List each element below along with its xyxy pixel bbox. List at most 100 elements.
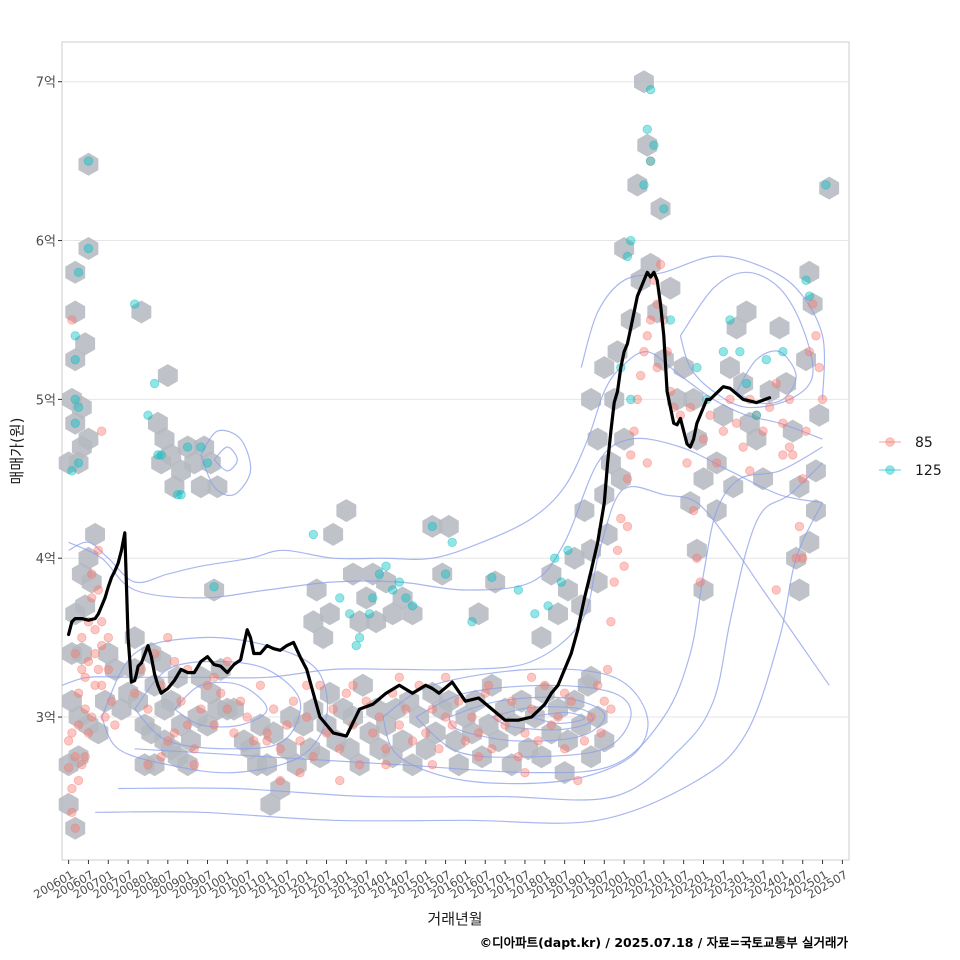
point-85 [467, 712, 477, 722]
hexbin-cell [197, 713, 218, 737]
hexbin-cell [78, 152, 99, 176]
point-85 [480, 688, 490, 698]
point-85 [507, 696, 517, 706]
point-85 [235, 696, 246, 706]
point-125 [642, 124, 652, 135]
point-125 [741, 378, 752, 389]
point-85 [642, 331, 652, 341]
point-125 [550, 553, 560, 563]
point-85 [639, 347, 649, 357]
point-85 [93, 585, 104, 595]
hexbin-cell [610, 467, 631, 491]
point-85 [249, 736, 259, 746]
hexbin-cell [382, 745, 403, 769]
point-85 [460, 736, 471, 746]
point-85 [807, 299, 818, 309]
hexbin-cell [819, 176, 840, 200]
point-85 [520, 728, 530, 738]
point-85 [209, 672, 219, 683]
point-85 [90, 680, 100, 690]
point-85 [652, 362, 662, 373]
point-85 [80, 752, 90, 762]
y-tick-label: 4억 [36, 552, 56, 567]
hexbin-cell [399, 689, 420, 713]
hexbin-cell [564, 546, 585, 570]
point-85 [77, 664, 87, 675]
hexbin-cell [392, 729, 413, 753]
point-125 [543, 601, 553, 611]
point-85 [73, 720, 84, 730]
point-85 [73, 688, 84, 698]
point-125 [308, 529, 319, 540]
hexbin-cell [75, 332, 96, 356]
hexbin-cell [438, 689, 459, 713]
point-85 [67, 807, 77, 818]
point-85 [222, 704, 233, 714]
hexbin-cell [184, 451, 205, 475]
point-85 [745, 466, 755, 476]
point-85 [87, 569, 97, 579]
point-85 [788, 450, 798, 460]
hexbin-cell [71, 395, 92, 419]
point-85 [209, 720, 219, 730]
point-85 [784, 394, 795, 405]
density-contour [382, 668, 649, 785]
hexbin-cell [488, 729, 509, 753]
hexbin-cell [802, 292, 823, 316]
point-85 [778, 450, 788, 460]
hexbin-cell [207, 475, 228, 499]
hexbin-cell [637, 133, 658, 157]
density-contour [61, 485, 830, 686]
point-85 [645, 156, 656, 166]
point-85 [262, 728, 272, 738]
point-85 [738, 442, 748, 452]
hexbin-cell [736, 300, 757, 324]
point-85 [295, 767, 305, 778]
hexbin-cell [683, 387, 704, 411]
point-125 [387, 585, 398, 595]
point-85 [87, 712, 97, 722]
point-125 [407, 601, 418, 611]
hexbin-cell [144, 753, 165, 777]
hexbin-cell [445, 729, 466, 753]
point-85 [335, 775, 345, 786]
point-85 [282, 720, 292, 730]
hexbin-cell [104, 657, 125, 681]
point-125 [751, 410, 762, 420]
point-85 [602, 664, 613, 675]
hexbin-cell [359, 721, 380, 745]
point-125 [381, 561, 391, 571]
point-85 [731, 418, 742, 428]
hexbin-cell [660, 276, 681, 300]
hexbin-cell [68, 745, 89, 769]
density-contour [580, 255, 826, 400]
point-85 [295, 736, 305, 746]
point-85 [301, 712, 312, 722]
point-85 [771, 378, 781, 389]
trend-line-layer [67, 270, 772, 738]
hexbin-cell [402, 602, 423, 626]
point-85 [751, 410, 762, 420]
hexbin-cell [171, 713, 191, 737]
hexbin-cell [392, 586, 413, 610]
point-85 [100, 712, 110, 722]
point-125 [344, 609, 355, 619]
hexbin-cell [319, 602, 340, 626]
point-85 [586, 712, 596, 722]
hexbin-cell [640, 252, 661, 276]
point-85 [725, 394, 735, 405]
point-85 [758, 426, 768, 436]
hexbin-cell [65, 816, 86, 840]
point-85 [692, 553, 702, 563]
density-contour [68, 437, 823, 599]
gridlines [62, 81, 849, 718]
point-85 [559, 688, 570, 698]
point-85 [407, 736, 418, 746]
point-85 [70, 752, 80, 762]
point-85 [718, 426, 729, 436]
point-85 [96, 680, 107, 690]
hexbin-cell [759, 379, 780, 403]
hexbin-cell [260, 792, 281, 816]
density-contour [448, 696, 606, 742]
point-85 [381, 759, 391, 770]
